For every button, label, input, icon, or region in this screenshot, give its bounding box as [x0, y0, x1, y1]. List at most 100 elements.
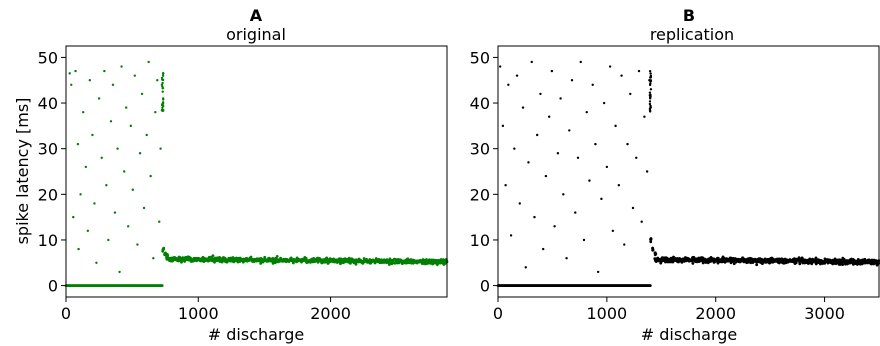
panel-b-x-tick-label: 3000 — [804, 304, 845, 323]
panel-b-data-point — [596, 270, 600, 274]
panel-a-data-point — [76, 142, 80, 146]
panel-b-data-point — [608, 65, 612, 68]
panel-b-data-point — [614, 124, 617, 128]
panel-a-x-tick-label: 0 — [61, 304, 71, 323]
panel-a-data-point — [77, 247, 80, 251]
panel-a-data-point — [97, 97, 101, 100]
panel-a-data-point — [107, 238, 110, 242]
panel-b-x-tick-label: 0 — [493, 304, 503, 323]
panel-b-x-tick-label: 1000 — [586, 304, 627, 323]
panel-a-y-tick-label: 0 — [48, 277, 58, 296]
panel-a-data-point — [103, 69, 106, 73]
panel-b-data-point — [649, 240, 653, 244]
panel-a-data-point — [136, 243, 139, 246]
panel-b-title: replication — [650, 25, 734, 44]
panel-b-data-point — [602, 101, 606, 105]
panel-b-data-point — [521, 106, 525, 109]
panel-a-data-point — [93, 202, 96, 205]
panel-a-data-point — [354, 262, 358, 266]
panel-a-data-point — [158, 220, 161, 223]
panel-b-letter: B — [683, 6, 695, 25]
panel-a-title: original — [226, 25, 286, 44]
panel-b-data-point — [524, 266, 527, 269]
panel-b-data-point — [582, 238, 586, 242]
panel-a-data-point — [120, 65, 123, 68]
panel-b-data-point — [547, 115, 551, 118]
panel-a-data-point — [109, 120, 113, 123]
panel-b-data-point — [648, 91, 652, 94]
panel-b-data-point — [659, 261, 663, 265]
panel-b-data-point — [620, 74, 623, 77]
panel-a-data-point — [304, 256, 308, 260]
panel-a-data-point — [339, 262, 342, 266]
panel-b-data-point — [645, 170, 649, 173]
panel-b-data-point — [651, 248, 655, 252]
panel-b-data-point — [513, 147, 516, 150]
panel-a-data-point — [129, 124, 133, 128]
panel-b-data-point — [574, 211, 577, 214]
panel-b-data-point — [579, 60, 582, 64]
panel-a-data-point — [68, 72, 71, 75]
panel-b-data-point — [637, 69, 641, 73]
panel-a-data-point — [91, 133, 94, 137]
panel-a-data-point — [138, 152, 142, 155]
panel-b-data-point — [550, 69, 554, 73]
panel-b-data-point — [629, 92, 632, 96]
panel-a-data-point — [72, 215, 75, 219]
panel-b-data-point — [576, 156, 580, 160]
panel-a-data-point — [249, 255, 253, 259]
panel-b-data-point — [611, 229, 615, 233]
panel-a-y-tick-label: 50 — [38, 48, 58, 67]
panel-b-data-point — [649, 104, 652, 108]
panel-a-data-point — [147, 60, 150, 64]
panel-b-data-point — [648, 102, 652, 106]
panel-a-data-point — [178, 256, 182, 259]
panel-a-data-point — [161, 81, 164, 85]
panel-b-data-point — [649, 79, 653, 82]
panel-b-data-point — [570, 79, 574, 82]
panel-a: A original 0 1000 2000 0 10 20 30 40 50 # discha… — [13, 6, 449, 344]
panel-a-data-point — [154, 110, 157, 114]
panel-a-data-point — [105, 183, 108, 187]
panel-a-plot-area — [64, 60, 449, 287]
panel-a-data-point — [113, 211, 117, 214]
panel-a-data-point — [118, 270, 121, 274]
panel-b-y-tick-label: 40 — [470, 94, 490, 113]
panel-a-x-tick-label: 2000 — [310, 304, 351, 323]
panel-b-ticks: 0 1000 2000 3000 0 10 20 30 40 50 — [470, 48, 845, 323]
panel-a-data-point — [81, 110, 85, 114]
panel-b-data-point — [648, 100, 652, 103]
panel-b-data-point — [649, 72, 652, 75]
panel-b-data-point — [797, 256, 801, 260]
panel-a-data-point — [211, 254, 215, 258]
panel-b-y-tick-label: 50 — [470, 48, 490, 67]
panel-a-data-point — [86, 229, 90, 233]
panel-a-data-point — [142, 206, 146, 210]
panel-a-y-tick-label: 40 — [38, 94, 58, 113]
panel-a-y-tick-label: 30 — [38, 140, 58, 159]
panel-b: B replication 0 1000 2000 3000 0 10 20 30 40 50 #… — [470, 6, 880, 344]
panel-a-data-point — [263, 255, 267, 259]
panel-b-data-point — [518, 202, 521, 205]
panel-a-frame — [65, 45, 448, 298]
panel-a-data-point — [140, 92, 144, 96]
panel-a-data-point — [100, 156, 103, 160]
panel-b-data-point — [631, 206, 635, 210]
panel-b-data-point — [841, 263, 845, 266]
panel-a-data-point — [126, 225, 130, 228]
panel-b-data-point — [626, 142, 629, 146]
panel-a-data-point — [161, 85, 164, 88]
panel-b-y-tick-label: 0 — [480, 277, 490, 296]
panel-b-data-point — [568, 129, 571, 132]
panel-b-data-point — [530, 60, 533, 64]
panel-b-data-point — [553, 225, 556, 228]
panel-b-frame — [497, 45, 880, 298]
panel-b-data-point — [585, 110, 588, 114]
panel-a-data-point — [88, 79, 92, 82]
panel-b-data-point — [535, 133, 539, 137]
panel-b-data-point — [819, 262, 822, 266]
panel-b-data-point — [648, 70, 652, 73]
panel-b-data-point — [533, 215, 536, 219]
panel-b-data-point — [605, 165, 609, 169]
panel-b-data-point — [680, 260, 684, 264]
